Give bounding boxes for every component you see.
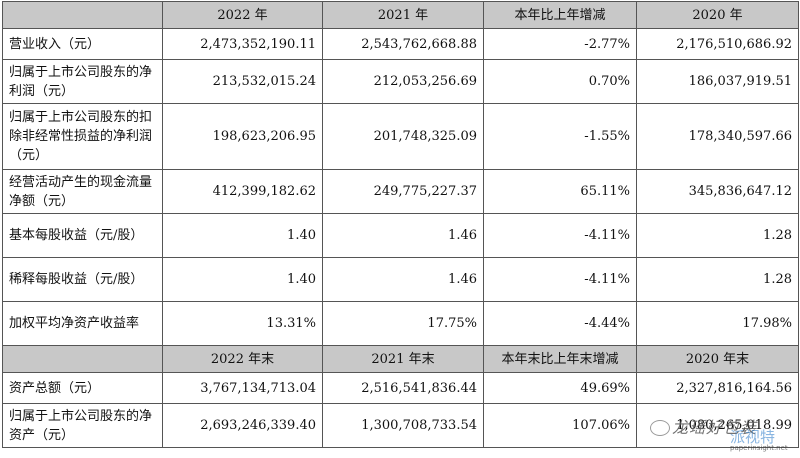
value-2022: 1.40 (162, 257, 323, 302)
header-cell-2020: 2020 年 (636, 1, 799, 29)
value-2020: 1,080,265,018.99 (636, 403, 799, 448)
value-2022: 198,623,206.95 (162, 103, 323, 170)
header-cell-2021-end: 2021 年末 (322, 345, 484, 373)
value-2022: 13.31% (162, 301, 323, 346)
value-change: -2.77% (483, 28, 637, 60)
table-row: 归属于上市公司股东的净资产（元） 2,693,246,339.40 1,300,… (2, 403, 799, 448)
value-change: -4.44% (483, 301, 637, 346)
value-2021: 1,300,708,733.54 (322, 403, 484, 448)
value-2021: 1.46 (322, 257, 484, 302)
value-2021: 212,053,256.69 (322, 59, 484, 104)
table-row: 加权平均净资产收益率 13.31% 17.75% -4.44% 17.98% (2, 301, 799, 346)
value-2022: 412,399,182.62 (162, 169, 323, 214)
header-cell-2022: 2022 年 (162, 1, 323, 29)
table-row: 资产总额（元） 3,767,134,713.04 2,516,541,836.4… (2, 372, 799, 404)
row-label: 归属于上市公司股东的净利润（元） (2, 59, 163, 104)
value-2021: 2,543,762,668.88 (322, 28, 484, 60)
row-label: 基本每股收益（元/股） (2, 213, 163, 258)
value-2021: 17.75% (322, 301, 484, 346)
value-2021: 201,748,325.09 (322, 103, 484, 170)
table-header-row: 2022 年末 2021 年末 本年末比上年末增减 2020 年末 (2, 345, 799, 373)
value-2020: 1.28 (636, 213, 799, 258)
value-2020: 1.28 (636, 257, 799, 302)
value-2021: 249,775,227.37 (322, 169, 484, 214)
value-2020: 178,340,597.66 (636, 103, 799, 170)
table-row: 归属于上市公司股东的扣除非经常性损益的净利润（元） 198,623,206.95… (2, 103, 799, 170)
value-2020: 2,176,510,686.92 (636, 28, 799, 60)
value-change: 0.70% (483, 59, 637, 104)
value-2022: 213,532,015.24 (162, 59, 323, 104)
value-2021: 2,516,541,836.44 (322, 372, 484, 404)
table-header-row: 2022 年 2021 年 本年比上年增减 2020 年 (2, 1, 799, 29)
row-label: 归属于上市公司股东的净资产（元） (2, 403, 163, 448)
value-change: -4.11% (483, 257, 637, 302)
table-row: 经营活动产生的现金流量净额（元） 412,399,182.62 249,775,… (2, 169, 799, 214)
value-2022: 2,473,352,190.11 (162, 28, 323, 60)
header-cell-2020-end: 2020 年末 (636, 345, 799, 373)
value-2020: 186,037,919.51 (636, 59, 799, 104)
table-row: 基本每股收益（元/股） 1.40 1.46 -4.11% 1.28 (2, 213, 799, 258)
row-label: 经营活动产生的现金流量净额（元） (2, 169, 163, 214)
row-label: 归属于上市公司股东的扣除非经常性损益的净利润（元） (2, 103, 163, 170)
header-cell-2022-end: 2022 年末 (162, 345, 323, 373)
header-cell-blank (2, 345, 163, 373)
table-row: 营业收入（元） 2,473,352,190.11 2,543,762,668.8… (2, 28, 799, 60)
value-2020: 345,836,647.12 (636, 169, 799, 214)
value-change: -1.55% (483, 103, 637, 170)
value-2022: 3,767,134,713.04 (162, 372, 323, 404)
table-row: 归属于上市公司股东的净利润（元） 213,532,015.24 212,053,… (2, 59, 799, 104)
header-cell-blank (2, 1, 163, 29)
value-change: 65.11% (483, 169, 637, 214)
value-2022: 1.40 (162, 213, 323, 258)
value-2020: 17.98% (636, 301, 799, 346)
value-2021: 1.46 (322, 213, 484, 258)
value-change: 107.06% (483, 403, 637, 448)
row-label: 加权平均净资产收益率 (2, 301, 163, 346)
row-label: 稀释每股收益（元/股） (2, 257, 163, 302)
row-label: 营业收入（元） (2, 28, 163, 60)
header-cell-change: 本年比上年增减 (483, 1, 637, 29)
value-2020: 2,327,816,164.56 (636, 372, 799, 404)
value-change: -4.11% (483, 213, 637, 258)
row-label: 资产总额（元） (2, 372, 163, 404)
financial-summary-table: 2022 年 2021 年 本年比上年增减 2020 年 营业收入（元） 2,4… (2, 1, 799, 448)
header-cell-2021: 2021 年 (322, 1, 484, 29)
value-change: 49.69% (483, 372, 637, 404)
table-row: 稀释每股收益（元/股） 1.40 1.46 -4.11% 1.28 (2, 257, 799, 302)
value-2022: 2,693,246,339.40 (162, 403, 323, 448)
header-cell-change-end: 本年末比上年末增减 (483, 345, 637, 373)
